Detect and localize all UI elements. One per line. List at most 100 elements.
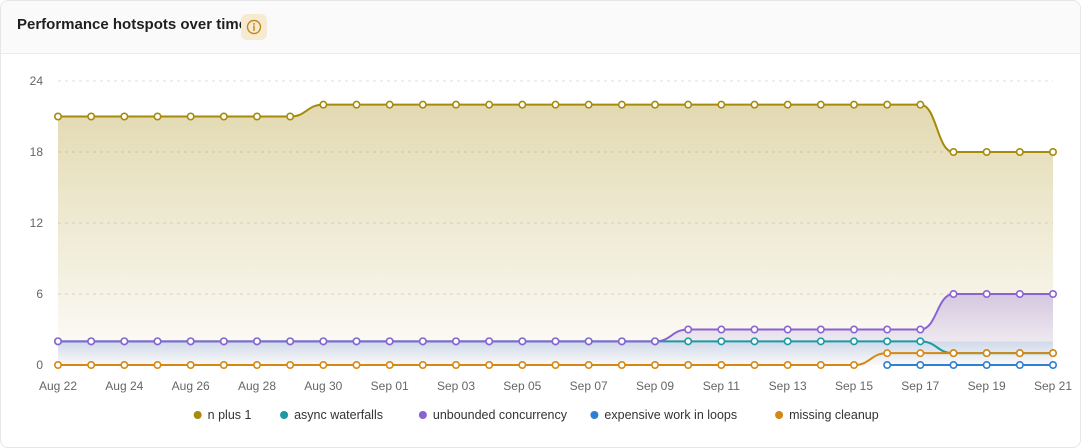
data-point[interactable]: [1015, 349, 1024, 358]
data-point[interactable]: [684, 360, 693, 369]
legend-item-n-plus-1[interactable]: n plus 1: [193, 408, 252, 422]
data-point[interactable]: [551, 360, 560, 369]
data-point[interactable]: [949, 349, 958, 358]
data-point[interactable]: [451, 100, 460, 109]
data-point[interactable]: [717, 337, 726, 346]
data-point[interactable]: [485, 337, 494, 346]
data-point[interactable]: [750, 325, 759, 334]
data-point[interactable]: [385, 360, 394, 369]
data-point[interactable]: [286, 360, 295, 369]
data-point[interactable]: [916, 349, 925, 358]
data-point[interactable]: [684, 337, 693, 346]
data-point[interactable]: [1049, 349, 1058, 358]
data-point[interactable]: [849, 360, 858, 369]
data-point[interactable]: [120, 112, 129, 121]
data-point[interactable]: [87, 360, 96, 369]
data-point[interactable]: [883, 100, 892, 109]
data-point[interactable]: [949, 360, 958, 369]
data-point[interactable]: [53, 112, 62, 121]
data-point[interactable]: [352, 337, 361, 346]
data-point[interactable]: [916, 325, 925, 334]
data-point[interactable]: [849, 100, 858, 109]
data-point[interactable]: [650, 360, 659, 369]
data-point[interactable]: [816, 325, 825, 334]
data-point[interactable]: [750, 100, 759, 109]
data-point[interactable]: [319, 100, 328, 109]
data-point[interactable]: [286, 112, 295, 121]
data-point[interactable]: [286, 337, 295, 346]
data-point[interactable]: [153, 337, 162, 346]
legend-item-async-waterfalls[interactable]: async waterfalls: [280, 408, 383, 422]
legend-item-expensive-work-in-loops[interactable]: expensive work in loops: [590, 408, 737, 422]
data-point[interactable]: [1015, 290, 1024, 299]
data-point[interactable]: [253, 337, 262, 346]
data-point[interactable]: [584, 360, 593, 369]
data-point[interactable]: [982, 360, 991, 369]
data-point[interactable]: [53, 360, 62, 369]
data-point[interactable]: [120, 337, 129, 346]
data-point[interactable]: [418, 337, 427, 346]
data-point[interactable]: [485, 100, 494, 109]
data-point[interactable]: [418, 100, 427, 109]
data-point[interactable]: [253, 112, 262, 121]
data-point[interactable]: [319, 360, 328, 369]
data-point[interactable]: [153, 360, 162, 369]
data-point[interactable]: [617, 360, 626, 369]
data-point[interactable]: [617, 337, 626, 346]
data-point[interactable]: [352, 360, 361, 369]
data-point[interactable]: [650, 100, 659, 109]
data-point[interactable]: [717, 325, 726, 334]
data-point[interactable]: [684, 325, 693, 334]
data-point[interactable]: [916, 360, 925, 369]
data-point[interactable]: [750, 337, 759, 346]
data-point[interactable]: [1015, 360, 1024, 369]
data-point[interactable]: [584, 337, 593, 346]
data-point[interactable]: [783, 360, 792, 369]
data-point[interactable]: [186, 360, 195, 369]
data-point[interactable]: [783, 100, 792, 109]
data-point[interactable]: [849, 325, 858, 334]
data-point[interactable]: [518, 100, 527, 109]
data-point[interactable]: [219, 337, 228, 346]
data-point[interactable]: [750, 360, 759, 369]
data-point[interactable]: [518, 337, 527, 346]
data-point[interactable]: [551, 337, 560, 346]
data-point[interactable]: [186, 112, 195, 121]
data-point[interactable]: [949, 148, 958, 157]
data-point[interactable]: [684, 100, 693, 109]
data-point[interactable]: [518, 360, 527, 369]
data-point[interactable]: [385, 337, 394, 346]
data-point[interactable]: [186, 337, 195, 346]
data-point[interactable]: [253, 360, 262, 369]
data-point[interactable]: [1049, 290, 1058, 299]
data-point[interactable]: [87, 112, 96, 121]
data-point[interactable]: [1049, 360, 1058, 369]
data-point[interactable]: [352, 100, 361, 109]
data-point[interactable]: [982, 290, 991, 299]
data-point[interactable]: [418, 360, 427, 369]
data-point[interactable]: [816, 360, 825, 369]
data-point[interactable]: [883, 360, 892, 369]
data-point[interactable]: [617, 100, 626, 109]
data-point[interactable]: [783, 337, 792, 346]
data-point[interactable]: [982, 148, 991, 157]
data-point[interactable]: [883, 325, 892, 334]
data-point[interactable]: [650, 337, 659, 346]
data-point[interactable]: [1015, 148, 1024, 157]
data-point[interactable]: [1049, 148, 1058, 157]
data-point[interactable]: [319, 337, 328, 346]
data-point[interactable]: [916, 100, 925, 109]
data-point[interactable]: [485, 360, 494, 369]
data-point[interactable]: [451, 337, 460, 346]
data-point[interactable]: [816, 100, 825, 109]
data-point[interactable]: [219, 360, 228, 369]
data-point[interactable]: [883, 349, 892, 358]
data-point[interactable]: [849, 337, 858, 346]
data-point[interactable]: [916, 337, 925, 346]
data-point[interactable]: [717, 360, 726, 369]
data-point[interactable]: [153, 112, 162, 121]
data-point[interactable]: [783, 325, 792, 334]
data-point[interactable]: [982, 349, 991, 358]
data-point[interactable]: [949, 290, 958, 299]
data-point[interactable]: [53, 337, 62, 346]
